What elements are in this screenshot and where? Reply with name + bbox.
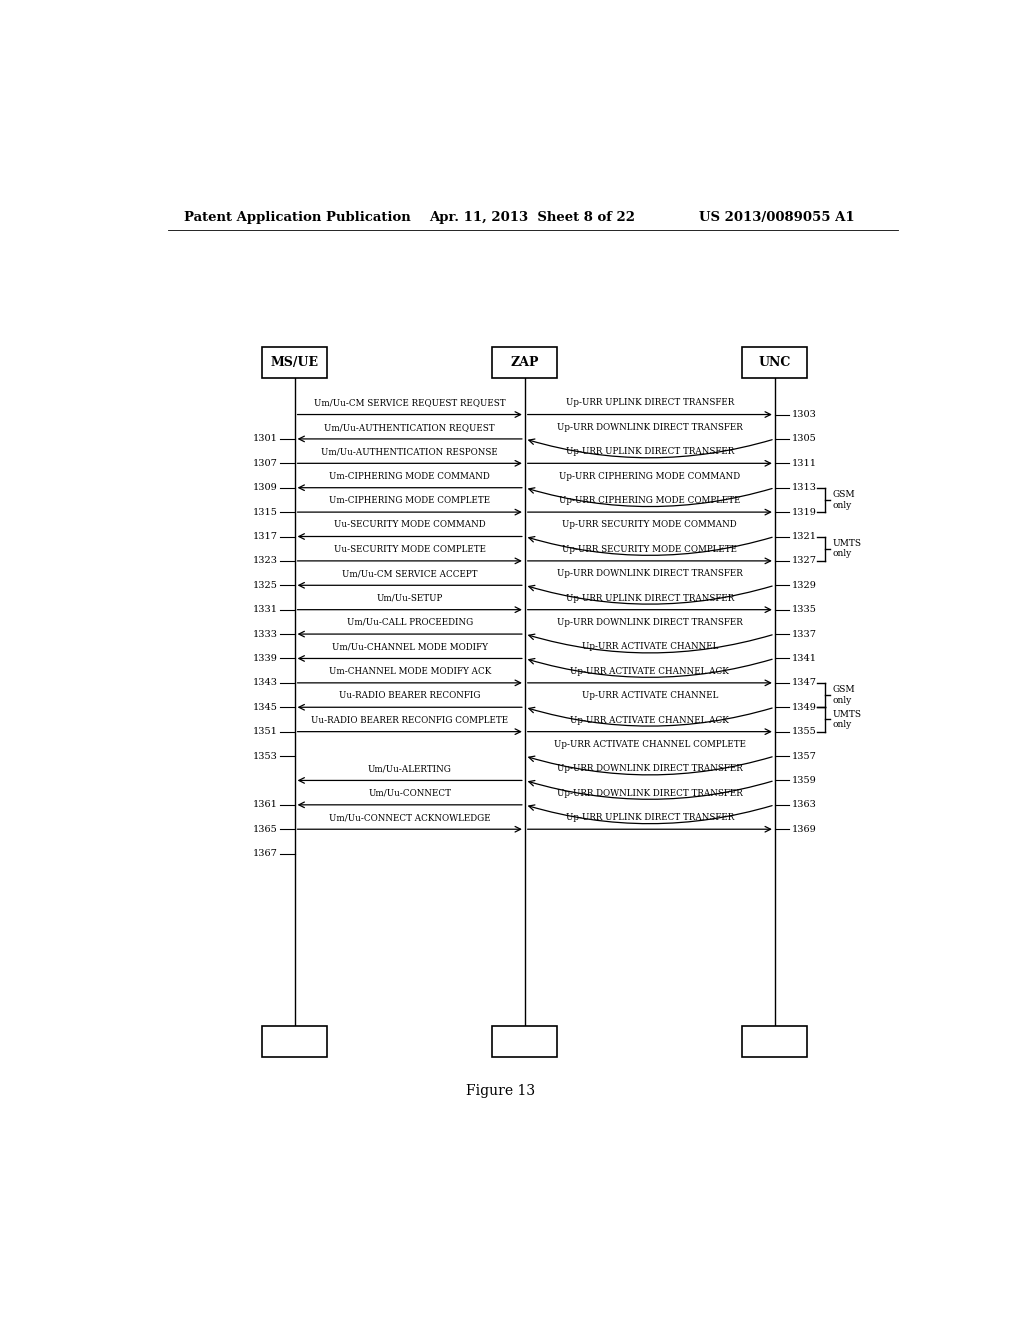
Text: Uu-SECURITY MODE COMMAND: Uu-SECURITY MODE COMMAND (334, 520, 485, 529)
Text: Up-URR DOWNLINK DIRECT TRANSFER: Up-URR DOWNLINK DIRECT TRANSFER (557, 618, 742, 627)
Text: 1311: 1311 (792, 459, 816, 467)
Text: Up-URR DOWNLINK DIRECT TRANSFER: Up-URR DOWNLINK DIRECT TRANSFER (557, 422, 742, 432)
Text: Up-URR SECURITY MODE COMPLETE: Up-URR SECURITY MODE COMPLETE (562, 545, 737, 554)
Text: Up-URR ACTIVATE CHANNEL COMPLETE: Up-URR ACTIVATE CHANNEL COMPLETE (554, 741, 745, 748)
Text: Up-URR ACTIVATE CHANNEL: Up-URR ACTIVATE CHANNEL (582, 692, 718, 700)
Text: 1323: 1323 (253, 557, 278, 565)
FancyBboxPatch shape (742, 347, 807, 378)
Text: Uu-RADIO BEARER RECONFIG COMPLETE: Uu-RADIO BEARER RECONFIG COMPLETE (311, 715, 508, 725)
Text: 1363: 1363 (792, 800, 816, 809)
Text: UNC: UNC (759, 356, 791, 370)
Text: Um/Uu-ALERTING: Um/Uu-ALERTING (368, 764, 452, 774)
Text: Um/Uu-SETUP: Um/Uu-SETUP (377, 594, 442, 602)
Text: Um/Uu-CM SERVICE ACCEPT: Um/Uu-CM SERVICE ACCEPT (342, 569, 477, 578)
Text: 1335: 1335 (792, 605, 816, 614)
Text: US 2013/0089055 A1: US 2013/0089055 A1 (699, 211, 855, 224)
Text: Figure 13: Figure 13 (466, 1085, 536, 1098)
Text: 1325: 1325 (253, 581, 278, 590)
Text: Up-URR CIPHERING MODE COMMAND: Up-URR CIPHERING MODE COMMAND (559, 471, 740, 480)
Text: Apr. 11, 2013  Sheet 8 of 22: Apr. 11, 2013 Sheet 8 of 22 (430, 211, 636, 224)
Text: 1367: 1367 (253, 849, 278, 858)
Text: 1327: 1327 (792, 557, 816, 565)
Text: GSM
only: GSM only (833, 685, 855, 705)
Text: UMTS
only: UMTS only (833, 539, 862, 558)
Text: Um/Uu-CONNECT ACKNOWLEDGE: Um/Uu-CONNECT ACKNOWLEDGE (329, 813, 490, 822)
Text: 1347: 1347 (792, 678, 816, 688)
Text: Um/Uu-CONNECT: Um/Uu-CONNECT (369, 789, 452, 797)
Text: UMTS
only: UMTS only (833, 710, 862, 729)
Text: Uu-SECURITY MODE COMPLETE: Uu-SECURITY MODE COMPLETE (334, 545, 485, 554)
Text: 1359: 1359 (792, 776, 816, 785)
Text: 1339: 1339 (253, 653, 278, 663)
Text: GSM
only: GSM only (833, 490, 855, 510)
Text: 1303: 1303 (792, 411, 816, 418)
Text: 1319: 1319 (792, 508, 816, 516)
Text: 1321: 1321 (792, 532, 816, 541)
FancyBboxPatch shape (262, 347, 328, 378)
Text: 1341: 1341 (792, 653, 816, 663)
Text: Up-URR DOWNLINK DIRECT TRANSFER: Up-URR DOWNLINK DIRECT TRANSFER (557, 764, 742, 774)
Text: Um-CHANNEL MODE MODIFY ACK: Um-CHANNEL MODE MODIFY ACK (329, 667, 490, 676)
Text: Um-CIPHERING MODE COMMAND: Um-CIPHERING MODE COMMAND (330, 471, 490, 480)
Text: 1331: 1331 (253, 605, 278, 614)
Text: 1357: 1357 (792, 751, 816, 760)
Text: ZAP: ZAP (511, 356, 539, 370)
FancyBboxPatch shape (493, 347, 557, 378)
Text: 1307: 1307 (253, 459, 278, 467)
Text: 1349: 1349 (792, 702, 816, 711)
FancyBboxPatch shape (493, 1027, 557, 1057)
Text: Um/Uu-CM SERVICE REQUEST REQUEST: Um/Uu-CM SERVICE REQUEST REQUEST (314, 399, 506, 408)
Text: Up-URR UPLINK DIRECT TRANSFER: Up-URR UPLINK DIRECT TRANSFER (565, 447, 734, 457)
Text: 1313: 1313 (792, 483, 816, 492)
Text: Up-URR DOWNLINK DIRECT TRANSFER: Up-URR DOWNLINK DIRECT TRANSFER (557, 789, 742, 797)
Text: Up-URR DOWNLINK DIRECT TRANSFER: Up-URR DOWNLINK DIRECT TRANSFER (557, 569, 742, 578)
Text: 1315: 1315 (253, 508, 278, 516)
Text: Um-CIPHERING MODE COMPLETE: Um-CIPHERING MODE COMPLETE (329, 496, 490, 506)
Text: 1351: 1351 (253, 727, 278, 737)
FancyBboxPatch shape (262, 1027, 328, 1057)
Text: Uu-RADIO BEARER RECONFIG: Uu-RADIO BEARER RECONFIG (339, 692, 480, 700)
Text: Um/Uu-CHANNEL MODE MODIFY: Um/Uu-CHANNEL MODE MODIFY (332, 643, 487, 651)
Text: MS/UE: MS/UE (270, 356, 318, 370)
Text: 1301: 1301 (253, 434, 278, 444)
Text: 1305: 1305 (792, 434, 816, 444)
Text: Um/Uu-AUTHENTICATION RESPONSE: Um/Uu-AUTHENTICATION RESPONSE (322, 447, 498, 457)
Text: Up-URR UPLINK DIRECT TRANSFER: Up-URR UPLINK DIRECT TRANSFER (565, 813, 734, 822)
Text: Um/Uu-AUTHENTICATION REQUEST: Um/Uu-AUTHENTICATION REQUEST (325, 422, 495, 432)
FancyBboxPatch shape (742, 1027, 807, 1057)
Text: Up-URR UPLINK DIRECT TRANSFER: Up-URR UPLINK DIRECT TRANSFER (565, 594, 734, 602)
Text: 1365: 1365 (253, 825, 278, 834)
Text: 1337: 1337 (792, 630, 816, 639)
Text: 1353: 1353 (253, 751, 278, 760)
Text: 1329: 1329 (792, 581, 816, 590)
Text: Up-URR ACTIVATE CHANNEL ACK: Up-URR ACTIVATE CHANNEL ACK (570, 667, 729, 676)
Text: 1309: 1309 (253, 483, 278, 492)
Text: Patent Application Publication: Patent Application Publication (183, 211, 411, 224)
Text: Up-URR ACTIVATE CHANNEL ACK: Up-URR ACTIVATE CHANNEL ACK (570, 715, 729, 725)
Text: Up-URR ACTIVATE CHANNEL: Up-URR ACTIVATE CHANNEL (582, 643, 718, 651)
Text: 1333: 1333 (253, 630, 278, 639)
Text: Up-URR SECURITY MODE COMMAND: Up-URR SECURITY MODE COMMAND (562, 520, 737, 529)
Text: Um/Uu-CALL PROCEEDING: Um/Uu-CALL PROCEEDING (346, 618, 473, 627)
Text: 1361: 1361 (253, 800, 278, 809)
Text: 1369: 1369 (792, 825, 816, 834)
Text: 1343: 1343 (253, 678, 278, 688)
Text: Up-URR CIPHERING MODE COMPLETE: Up-URR CIPHERING MODE COMPLETE (559, 496, 740, 506)
Text: 1317: 1317 (253, 532, 278, 541)
Text: 1355: 1355 (792, 727, 816, 737)
Text: 1345: 1345 (253, 702, 278, 711)
Text: Up-URR UPLINK DIRECT TRANSFER: Up-URR UPLINK DIRECT TRANSFER (565, 399, 734, 408)
